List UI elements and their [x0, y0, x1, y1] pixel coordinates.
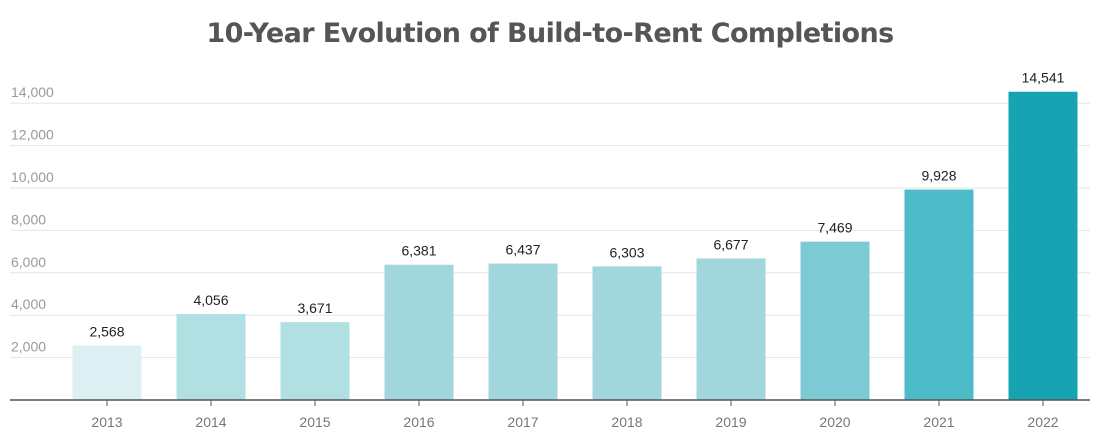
data-label: 6,381 — [401, 243, 436, 259]
y-tick-label: 14,000 — [11, 84, 54, 100]
x-tick-label: 2017 — [507, 414, 538, 430]
data-label: 4,056 — [193, 292, 228, 308]
y-tick-label: 8,000 — [11, 211, 46, 227]
bar-2021 — [904, 189, 974, 400]
x-tick-label: 2019 — [715, 414, 746, 430]
bar-2020 — [800, 241, 870, 400]
data-label: 7,469 — [817, 220, 852, 236]
data-label: 9,928 — [921, 168, 956, 184]
x-tick-label: 2013 — [91, 414, 122, 430]
x-tick-label: 2020 — [819, 414, 850, 430]
y-axis-ticks: 2,000 4,000 6,000 8,000 10,000 12,000 14,000 — [11, 84, 54, 354]
x-tick-label: 2021 — [923, 414, 954, 430]
data-label: 6,303 — [609, 244, 644, 260]
bars — [72, 91, 1078, 400]
y-tick-label: 2,000 — [11, 339, 46, 355]
x-tick-label: 2016 — [403, 414, 434, 430]
x-tick-label: 2014 — [195, 414, 226, 430]
data-label: 6,677 — [713, 236, 748, 252]
x-tick-label: 2018 — [611, 414, 642, 430]
y-tick-label: 12,000 — [11, 127, 54, 143]
data-labels: 2,568 4,056 3,671 6,381 6,437 6,303 6,677 7,469… — [89, 70, 1064, 340]
bar-2019 — [696, 258, 766, 400]
bar-2013 — [72, 345, 142, 400]
bar-2017 — [488, 263, 558, 400]
data-label: 3,671 — [297, 300, 332, 316]
bar-2018 — [592, 266, 662, 400]
y-tick-label: 10,000 — [11, 169, 54, 185]
bar-2014 — [176, 314, 246, 400]
data-label: 14,541 — [1022, 70, 1065, 86]
x-tick-label: 2015 — [299, 414, 330, 430]
x-axis-ticks: 2013 2014 2015 2016 2017 2018 2019 2020 2021 2022 — [91, 400, 1059, 430]
bar-2022 — [1008, 91, 1078, 400]
chart-title: 10-Year Evolution of Build-to-Rent Compl… — [206, 18, 894, 49]
x-tick-label: 2022 — [1027, 414, 1058, 430]
bar-2015 — [280, 322, 350, 400]
data-label: 6,437 — [505, 242, 540, 258]
y-tick-label: 4,000 — [11, 296, 46, 312]
y-tick-label: 6,000 — [11, 254, 46, 270]
data-label: 2,568 — [89, 324, 124, 340]
bar-2016 — [384, 264, 454, 400]
